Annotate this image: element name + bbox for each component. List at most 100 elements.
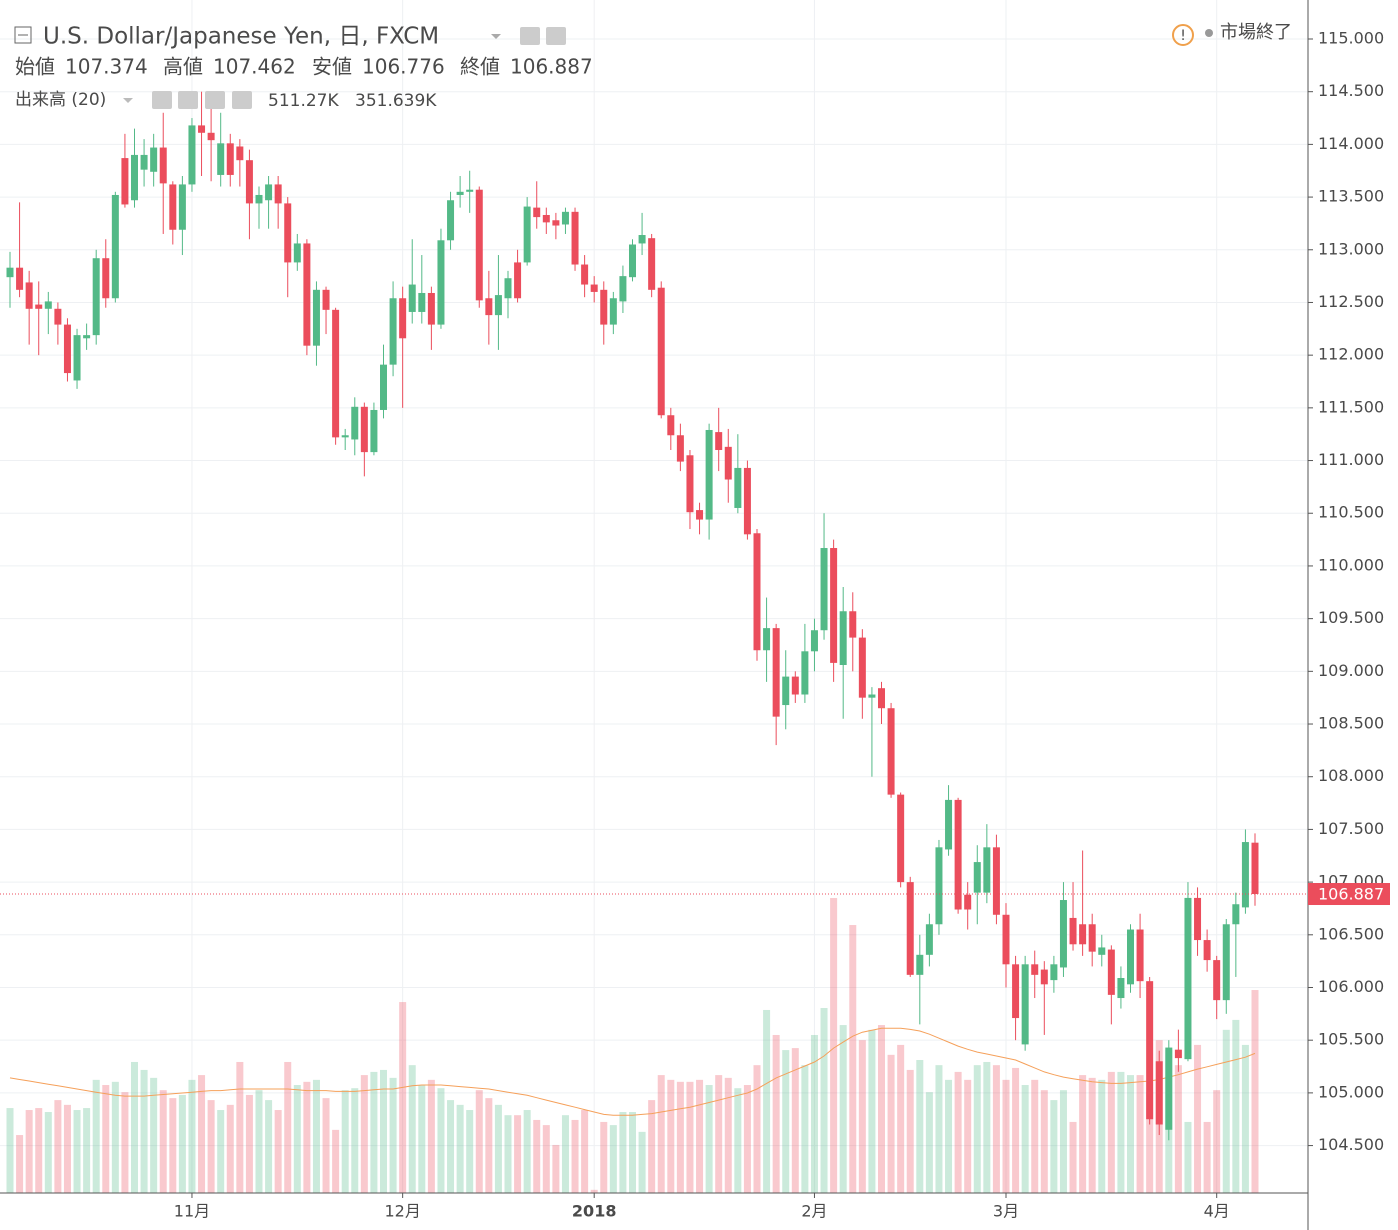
volume-bar bbox=[255, 1090, 263, 1193]
volume-bar bbox=[380, 1069, 387, 1193]
candle-body bbox=[916, 954, 924, 975]
more-icon[interactable] bbox=[205, 91, 225, 109]
volume-bar bbox=[178, 1094, 186, 1193]
x-tick-label: 11月 bbox=[174, 1202, 210, 1221]
y-tick-label: 112.500 bbox=[1318, 292, 1384, 311]
candle-body bbox=[341, 435, 349, 438]
volume-bar bbox=[245, 1094, 253, 1193]
volume-bar bbox=[427, 1079, 435, 1193]
volume-bar bbox=[332, 1129, 340, 1193]
candle-body bbox=[102, 258, 110, 299]
volume-bar bbox=[925, 1092, 933, 1193]
candle-body bbox=[648, 238, 656, 290]
volume-bar bbox=[494, 1104, 502, 1193]
candle-body bbox=[54, 308, 62, 325]
alert-icon[interactable] bbox=[1172, 24, 1194, 46]
y-tick-label: 112.000 bbox=[1318, 345, 1384, 364]
volume-bar bbox=[226, 1104, 234, 1193]
candle-body bbox=[734, 467, 742, 508]
volume-bar bbox=[734, 1088, 742, 1193]
volume-bar bbox=[1069, 1121, 1077, 1193]
candle-body bbox=[1213, 960, 1221, 1001]
volume-bar bbox=[102, 1085, 110, 1193]
volume-bar bbox=[686, 1081, 694, 1193]
settings-icon[interactable] bbox=[178, 91, 198, 109]
volume-bar bbox=[73, 1110, 81, 1193]
volume-bar bbox=[408, 1065, 416, 1193]
volume-bar bbox=[878, 1025, 885, 1193]
volume-bar bbox=[772, 1034, 780, 1193]
volume-bar bbox=[1050, 1100, 1058, 1193]
candle-body bbox=[1002, 914, 1010, 965]
remove-icon[interactable] bbox=[232, 91, 252, 109]
volume-bar bbox=[370, 1071, 378, 1193]
volume-bar bbox=[25, 1110, 33, 1193]
last-price-box bbox=[1308, 883, 1390, 906]
volume-bar bbox=[1107, 1071, 1115, 1193]
candle-body bbox=[772, 628, 780, 717]
y-tick-label: 109.500 bbox=[1318, 608, 1384, 627]
candle-body bbox=[724, 446, 732, 480]
y-tick-label: 114.000 bbox=[1318, 134, 1384, 153]
volume-bar bbox=[1184, 1121, 1192, 1193]
volume-bar bbox=[1117, 1071, 1125, 1193]
dropdown-icon[interactable] bbox=[491, 34, 501, 39]
candle-body bbox=[753, 533, 761, 651]
y-tick-label: 110.500 bbox=[1318, 503, 1384, 522]
volume-bar bbox=[523, 1110, 531, 1193]
candle-body bbox=[1184, 897, 1192, 1060]
dropdown-icon[interactable] bbox=[123, 98, 133, 103]
volume-bar bbox=[111, 1081, 119, 1193]
y-tick-label: 110.000 bbox=[1318, 555, 1384, 574]
candle-body bbox=[389, 298, 397, 365]
y-tick-label: 115.000 bbox=[1318, 28, 1384, 47]
candle-body bbox=[1155, 1061, 1163, 1125]
volume-bar bbox=[561, 1115, 569, 1193]
last-price-label: 106.887 bbox=[1318, 885, 1384, 904]
y-tick-label: 113.500 bbox=[1318, 187, 1384, 206]
volume-bar bbox=[351, 1088, 359, 1193]
candle-body bbox=[878, 688, 885, 709]
candle-body bbox=[1098, 947, 1106, 955]
candle-body bbox=[303, 243, 311, 346]
volume-bar bbox=[121, 1092, 129, 1193]
volume-bar bbox=[1174, 1065, 1182, 1193]
candle-body bbox=[705, 429, 713, 520]
volume-bar bbox=[791, 1048, 799, 1193]
candle-body bbox=[715, 432, 723, 451]
y-tick-label: 106.500 bbox=[1318, 924, 1384, 943]
candle-body bbox=[1117, 978, 1125, 999]
candle-body bbox=[849, 611, 857, 638]
volume-bar bbox=[92, 1079, 100, 1193]
volume-value: 511.27K bbox=[268, 91, 339, 111]
candle-body bbox=[581, 264, 589, 285]
volume-bar bbox=[705, 1085, 713, 1193]
candle-body bbox=[351, 406, 359, 440]
candle-body bbox=[810, 630, 818, 652]
candle-body bbox=[973, 862, 981, 893]
visibility-icon[interactable] bbox=[520, 27, 540, 45]
high-label: 高値 bbox=[163, 55, 203, 79]
volume-bar bbox=[389, 1077, 397, 1193]
candle-body bbox=[686, 455, 694, 513]
candle-body bbox=[1222, 924, 1230, 1001]
volume-bar bbox=[35, 1108, 43, 1193]
collapse-icon[interactable] bbox=[14, 26, 32, 44]
candle-body bbox=[1127, 929, 1134, 985]
volume-bar bbox=[265, 1100, 273, 1193]
candle-body bbox=[657, 287, 665, 416]
candle-body bbox=[494, 295, 502, 316]
candle-body bbox=[1194, 897, 1202, 941]
settings-icon[interactable] bbox=[546, 27, 566, 45]
volume-bar bbox=[849, 925, 857, 1193]
volume-bar bbox=[341, 1090, 349, 1193]
visibility-icon[interactable] bbox=[152, 91, 172, 109]
candle-body bbox=[236, 146, 244, 161]
candle-body bbox=[514, 262, 522, 299]
high-value: 107.462 bbox=[213, 55, 296, 79]
volume-bar bbox=[1127, 1075, 1134, 1193]
volume-bar bbox=[504, 1115, 512, 1193]
candle-body bbox=[1059, 900, 1067, 968]
